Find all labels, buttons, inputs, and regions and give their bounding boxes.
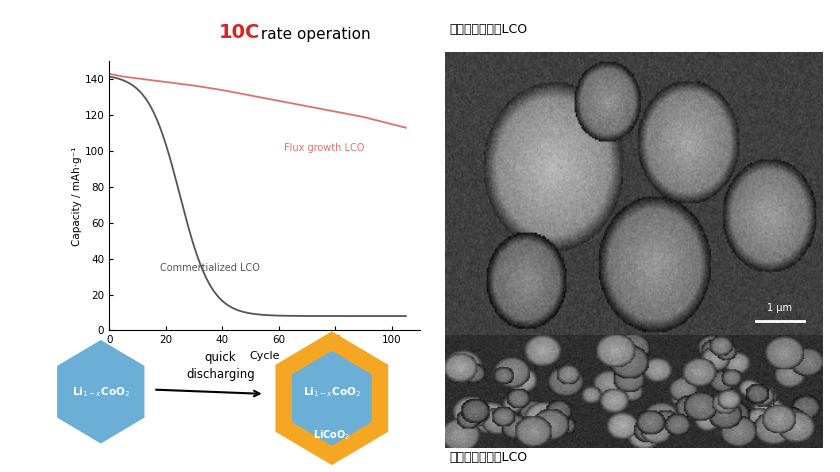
Polygon shape: [276, 331, 388, 465]
Polygon shape: [291, 351, 372, 446]
Text: 10C: 10C: [218, 24, 260, 42]
Text: 1 μm: 1 μm: [767, 303, 792, 313]
Text: Commertialized LCO: Commertialized LCO: [160, 263, 260, 273]
Y-axis label: Capacity / mAh·g⁻¹: Capacity / mAh·g⁻¹: [71, 146, 81, 245]
X-axis label: Cycle: Cycle: [249, 351, 280, 361]
Polygon shape: [57, 340, 144, 444]
Text: Flux growth LCO: Flux growth LCO: [285, 143, 365, 153]
Text: Li$_{1-x}$CoO$_2$: Li$_{1-x}$CoO$_2$: [72, 385, 129, 399]
Text: quick
discharging: quick discharging: [186, 351, 255, 381]
Text: Li$_{1-x}$CoO$_2$: Li$_{1-x}$CoO$_2$: [303, 385, 360, 399]
Text: 信大クリスタルLCO: 信大クリスタルLCO: [449, 451, 528, 464]
Text: LiCoO$_2$: LiCoO$_2$: [313, 428, 350, 442]
Text: 市販の高出力用LCO: 市販の高出力用LCO: [449, 23, 528, 36]
Text: rate operation: rate operation: [256, 27, 370, 42]
